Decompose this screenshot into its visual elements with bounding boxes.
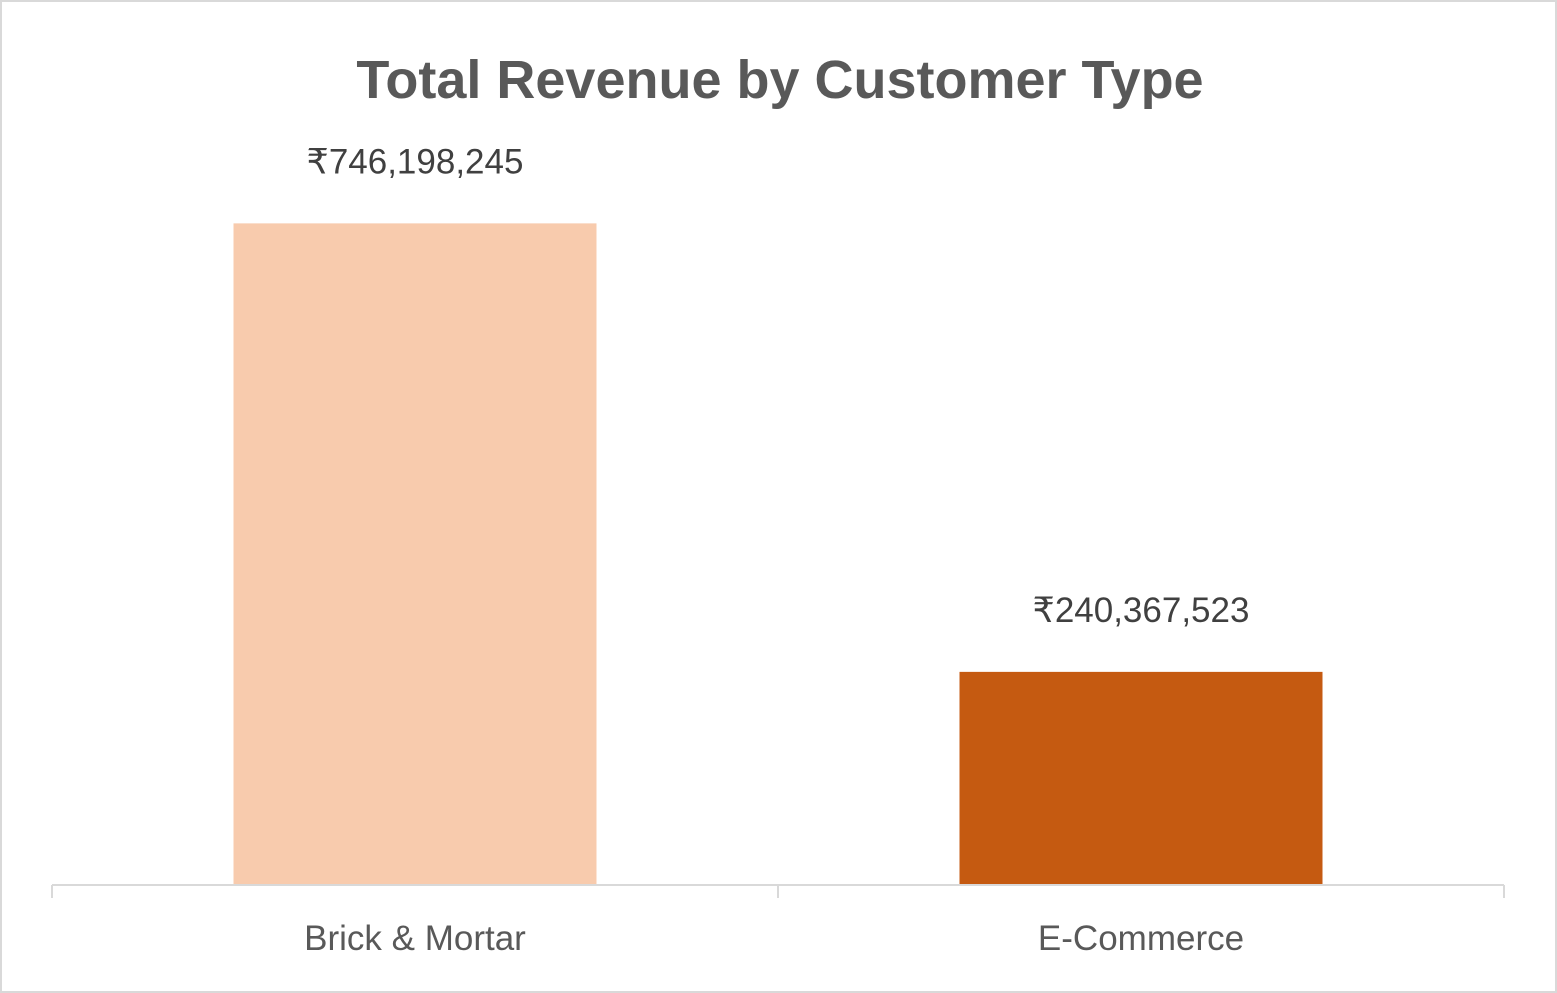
bar-e-commerce bbox=[959, 671, 1323, 885]
bars-layer bbox=[233, 223, 1323, 885]
x-tick-label: E-Commerce bbox=[1038, 919, 1244, 958]
x-axis bbox=[51, 884, 1505, 898]
data-label: ₹240,367,523 bbox=[1033, 591, 1250, 630]
chart-title: Total Revenue by Customer Type bbox=[356, 50, 1203, 110]
bar-brick-mortar bbox=[233, 223, 597, 885]
data-labels-layer: ₹746,198,245 Brick & Mortar ₹240,367,523 E-… bbox=[304, 142, 1249, 958]
data-label: ₹746,198,245 bbox=[307, 142, 524, 181]
x-tick-label: Brick & Mortar bbox=[304, 919, 526, 958]
